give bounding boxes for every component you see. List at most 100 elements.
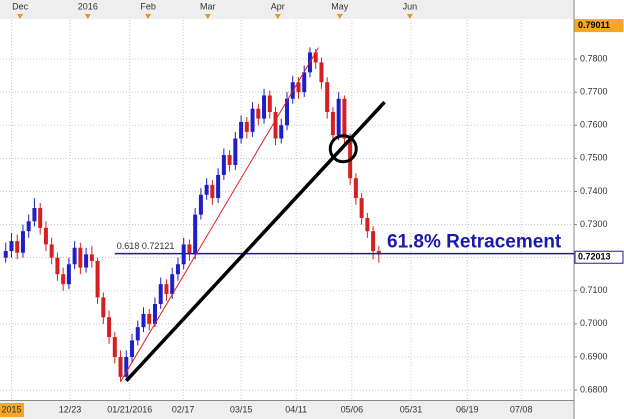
candle-body (170, 274, 175, 295)
period-highlight (0, 403, 24, 417)
top-tick-marker (145, 14, 152, 19)
candle-body (267, 95, 272, 113)
candle-body (279, 125, 284, 139)
candle-body (101, 297, 106, 318)
top-tick-marker (336, 14, 343, 19)
y-tick-label: 0.6900 (580, 351, 608, 361)
y-tick-label: 0.7500 (580, 153, 608, 163)
candle-body (9, 241, 14, 252)
top-tick-label: May (331, 1, 349, 11)
candle-body (147, 313, 152, 324)
candle-body (371, 231, 376, 252)
candle-body (175, 264, 180, 275)
y-tick-label: 0.7600 (580, 120, 608, 130)
candle-body (20, 231, 25, 253)
y-tick-label: 0.7000 (580, 318, 608, 328)
candle-body (124, 356, 129, 377)
candle-body (330, 112, 335, 136)
candle-body (227, 155, 232, 165)
candle-body (26, 221, 31, 232)
candle-body (216, 174, 221, 199)
x-tick-label: 07/08 (510, 404, 533, 414)
candle-body (84, 254, 89, 268)
x-tick-label: 05/31 (400, 404, 423, 414)
candle-body (204, 184, 209, 195)
candle-body (353, 178, 358, 199)
y-tick-label: 0.7800 (580, 53, 608, 63)
candle-body (342, 98, 347, 139)
y-tick-label: 0.7100 (580, 285, 608, 295)
top-tick-marker (274, 14, 281, 19)
candle-body (244, 121, 249, 132)
candle-body (66, 264, 71, 285)
candle-body (250, 108, 255, 132)
retracement-label: 0.618 0.72121 (117, 241, 175, 251)
top-tick-label: 2016 (78, 1, 98, 11)
top-tick-marker (406, 14, 413, 19)
candle-body (187, 244, 192, 255)
x-tick-label: 06/19 (456, 404, 479, 414)
price-marker-label: 0.72013 (578, 252, 611, 262)
candle-body (285, 98, 289, 126)
candle-body (256, 108, 261, 119)
x-tick-label: 03/15 (230, 404, 253, 414)
candle-body (118, 356, 123, 377)
bottom-axis-band (0, 401, 574, 419)
y-tick-label: 0.7400 (580, 186, 608, 196)
candle-body (112, 337, 117, 357)
top-tick-marker (84, 14, 91, 19)
price-marker-box (574, 19, 624, 33)
trendline (124, 100, 386, 382)
top-tick-marker (204, 14, 211, 19)
candle-body (359, 198, 364, 218)
candle-body (89, 254, 94, 261)
candle-body (107, 317, 112, 338)
candle-body (198, 194, 203, 215)
candle-body (262, 95, 267, 119)
candle-body (158, 284, 163, 305)
x-tick-label: 04/11 (285, 404, 307, 414)
price-marker-label: 0.79011 (578, 20, 610, 30)
candle-body (193, 214, 198, 255)
candle-body (72, 247, 77, 265)
x-tick-label: 2015 (1, 404, 21, 414)
candle-body (152, 304, 157, 324)
top-tick-label: Apr (271, 1, 285, 11)
candle-body (3, 251, 8, 258)
candle-body (319, 62, 324, 83)
top-tick-label: Feb (140, 1, 156, 11)
candle-body (273, 112, 278, 139)
candle-body (313, 52, 318, 63)
candle-body (55, 257, 60, 275)
y-tick-label: 0.7300 (580, 219, 608, 229)
candle-body (221, 155, 226, 175)
candle-body (15, 241, 20, 253)
candle-body (302, 72, 307, 93)
candle-body (130, 340, 135, 357)
fib-move-line (120, 47, 320, 383)
candle-body (38, 208, 43, 228)
candle-body (78, 247, 83, 268)
y-tick-label: 0.7700 (580, 87, 608, 97)
top-axis-band (0, 0, 574, 19)
candle-body (61, 274, 66, 285)
candle-body (49, 244, 54, 258)
candle-body (164, 284, 169, 295)
x-tick-label: 05/06 (341, 404, 364, 414)
top-tick-label: Jun (403, 1, 418, 11)
x-tick-label: 12/23 (59, 404, 82, 414)
x-tick-label: 02/17 (172, 404, 195, 414)
candle-body (376, 251, 381, 255)
candle-body (135, 327, 140, 341)
top-tick-marker (17, 14, 24, 19)
price-marker-box (574, 250, 624, 264)
candle-body (141, 313, 146, 328)
cross-circle (328, 134, 358, 164)
candle-body (43, 227, 48, 245)
top-tick-label: Dec (12, 1, 29, 11)
annotation: 61.8% Retracement (387, 232, 562, 253)
candle-body (365, 217, 370, 232)
candle-body (233, 138, 238, 165)
